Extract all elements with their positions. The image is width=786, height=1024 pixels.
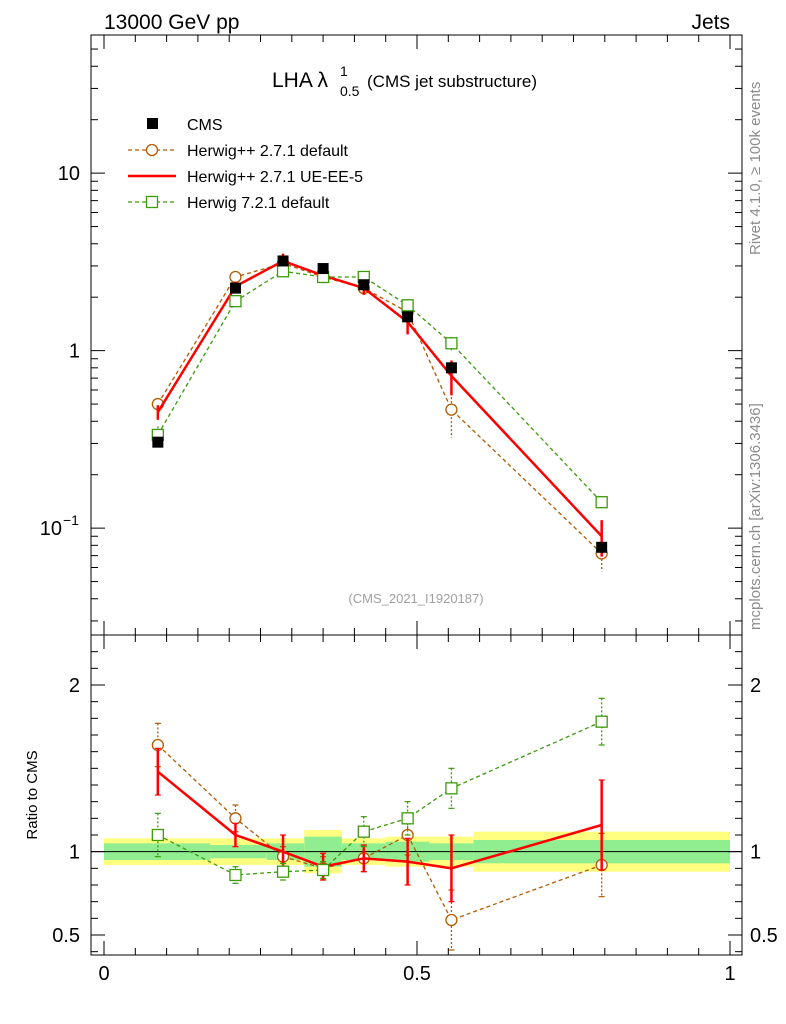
cms-data-point (229, 282, 241, 294)
cms-data-point (596, 541, 608, 553)
cms-data-point (277, 255, 289, 267)
ratio-y-tick-label-right: 1 (750, 842, 761, 864)
ratio-marker-square (595, 715, 608, 728)
legend-label-cms: CMS (187, 117, 223, 134)
title-suffix: (CMS jet substructure) (367, 72, 537, 91)
legend-marker-herwig7-default (145, 195, 159, 209)
cms-data-point (152, 436, 164, 448)
main-marker-circle (229, 270, 242, 284)
legend: CMS Herwig++ 2.7.1 default Herwig++ 2.7.… (128, 117, 363, 212)
legend-marker-cms (147, 118, 158, 129)
main-panel-series (151, 253, 608, 572)
chart-title: LHA λ 1 0.5 (CMS jet substructure) (272, 63, 537, 99)
ratio-series-line-2 (157, 721, 602, 876)
main-marker-square (595, 496, 608, 509)
ratio-y-axis-label: Ratio to CMS (24, 750, 41, 839)
y-tick-label-base: 10 (40, 518, 62, 540)
ratio-marker-square (229, 868, 242, 882)
cms-data-point (317, 263, 329, 275)
y-tick-label-exponent: −1 (63, 512, 79, 528)
main-marker-square (401, 299, 414, 312)
ratio-marker-square (357, 825, 370, 838)
main-marker-square (229, 294, 242, 308)
ratio-y-tick-label-right: 2 (750, 675, 761, 697)
x-tick-label: 0.5 (403, 963, 431, 985)
analysis-watermark: (CMS_2021_I1920187) (348, 591, 483, 606)
ratio-marker-square (151, 828, 164, 842)
ratio-series-line-0 (157, 744, 602, 921)
legend-label-herwigpp-default: Herwig++ 2.7.1 default (187, 143, 349, 160)
cms-data-point (445, 362, 457, 374)
ratio-y-tick-label-left: 2 (69, 675, 80, 697)
cms-data-point (358, 279, 370, 291)
ratio-y-tick-label-left: 1 (69, 842, 80, 864)
title-superscript: 1 (340, 63, 348, 79)
ratio-marker-square (276, 865, 290, 878)
main-marker-square (445, 337, 458, 350)
x-tick-label: 0 (98, 963, 109, 985)
main-marker-circle (445, 403, 458, 416)
ratio-panel-series (151, 697, 608, 951)
ratio-uncertainty-bands (91, 830, 742, 874)
y-tick-label: 1 (69, 341, 80, 363)
main-marker-square (276, 265, 290, 278)
main-series-line-1 (156, 259, 603, 538)
header-right: Jets (691, 11, 730, 34)
legend-marker-herwigpp-default (145, 143, 159, 157)
ratio-marker-circle (445, 913, 458, 927)
header-left: 13000 GeV pp (104, 11, 239, 34)
ratio-marker-square (316, 863, 330, 877)
y-tick-label: 10 (58, 163, 80, 185)
legend-label-herwig7-default: Herwig 7.2.1 default (187, 195, 330, 212)
legend-label-herwigpp-ueee5: Herwig++ 2.7.1 UE-EE-5 (187, 169, 363, 186)
ratio-marker-square (445, 782, 458, 795)
title-main: LHA λ (272, 69, 329, 92)
side-text-bottom: mcplots.cern.ch [arXiv:1306.3436] (747, 403, 764, 630)
ratio-y-tick-label-left: 0.5 (52, 925, 80, 947)
x-tick-label: 1 (724, 963, 735, 985)
ratio-marker-square (401, 812, 414, 825)
main-series-line-0 (157, 262, 603, 554)
main-series-line-2 (157, 270, 603, 503)
ratio-panel-frame (90, 634, 743, 956)
title-subscript: 0.5 (340, 83, 360, 99)
cms-data-point (402, 311, 414, 323)
ratio-marker-circle (229, 812, 242, 825)
ratio-y-tick-label-right: 0.5 (750, 925, 778, 947)
side-text-top: Rivet 4.1.0, ≥ 100k events (747, 82, 764, 255)
ratio-series-line-1 (157, 770, 603, 870)
